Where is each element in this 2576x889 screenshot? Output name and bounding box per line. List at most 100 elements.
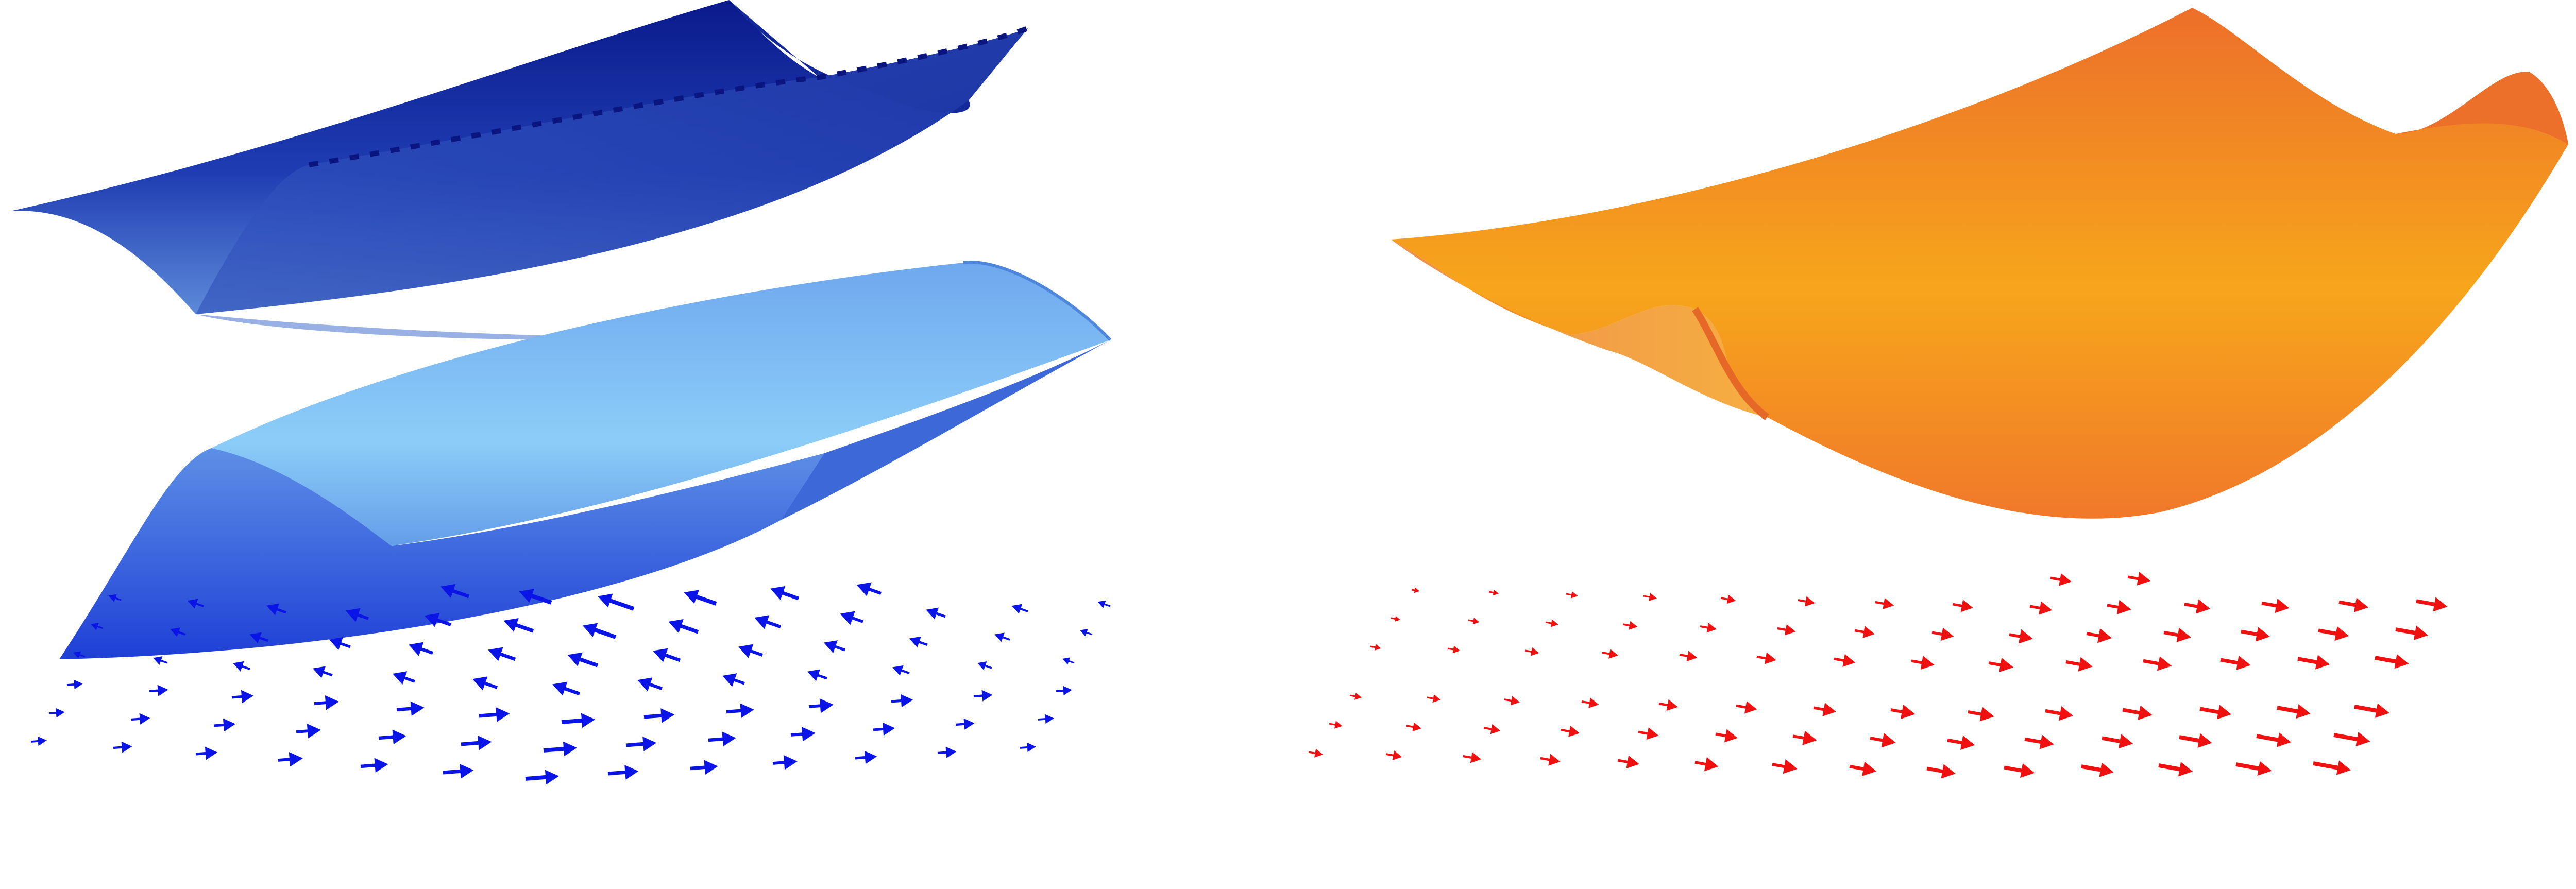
blue-arrow xyxy=(994,632,1010,642)
red-arrow xyxy=(2354,703,2389,718)
blue-arrow xyxy=(892,665,910,676)
blue-arrow xyxy=(378,729,406,745)
blue-arrow xyxy=(409,642,433,656)
red-arrow xyxy=(1468,618,1480,625)
blue-arrow xyxy=(488,647,516,661)
blue-arrow xyxy=(738,644,763,658)
red-arrow xyxy=(2081,762,2114,777)
blue-arrow xyxy=(823,640,845,653)
red-arrow xyxy=(1463,752,1481,763)
blue-arrow xyxy=(313,666,333,678)
blue-arrow xyxy=(598,593,635,611)
blue-arrow xyxy=(66,679,83,690)
red-arrow xyxy=(2122,705,2153,720)
blue-arrow xyxy=(1038,714,1054,724)
red-arrow xyxy=(1854,626,1875,638)
red-arrow xyxy=(2179,733,2212,748)
blue-arrow xyxy=(653,648,681,662)
red-arrow xyxy=(1890,704,1916,719)
blue-arrow xyxy=(170,627,186,637)
blue-arrow xyxy=(30,736,47,746)
red-arrow xyxy=(1391,616,1400,622)
red-arrow xyxy=(2318,626,2349,641)
blue-arrow xyxy=(567,652,599,668)
blue-arrow xyxy=(973,690,993,702)
blue-arrow xyxy=(153,656,168,665)
blue-arrow xyxy=(396,701,425,716)
red-arrow xyxy=(1875,597,1894,609)
red-arrow xyxy=(2024,734,2054,749)
red-arrow xyxy=(1602,649,1618,659)
red-arrow xyxy=(1411,587,1420,593)
red-arrow xyxy=(2050,573,2072,586)
red-arrow xyxy=(1931,627,1954,641)
left-panel xyxy=(10,0,1112,785)
red-arrow xyxy=(2277,704,2311,719)
blue-arrow xyxy=(131,713,150,725)
blue-arrow xyxy=(233,661,250,672)
blue-arrow xyxy=(461,736,492,750)
red-arrow xyxy=(1545,619,1558,627)
red-arrow xyxy=(1947,735,1975,750)
blue-arrow xyxy=(1080,629,1093,637)
red-arrow xyxy=(2235,761,2272,776)
blue-arrow xyxy=(195,746,218,760)
blue-arrow xyxy=(525,770,559,785)
red-arrow xyxy=(1308,748,1323,758)
red-arrow xyxy=(2338,597,2369,612)
red-arrow xyxy=(1777,624,1796,636)
blue-arrow xyxy=(479,707,510,722)
red-arrow xyxy=(2086,628,2112,643)
blue-arrow xyxy=(440,584,470,599)
red-arrow xyxy=(2241,627,2270,642)
red-arrow xyxy=(1504,696,1520,706)
blue-arrow xyxy=(891,694,913,708)
red-arrow xyxy=(2158,762,2193,777)
red-arrow xyxy=(1658,699,1678,711)
red-arrow xyxy=(1968,707,1994,722)
blue-vector-field xyxy=(30,582,1111,785)
blue-arrow xyxy=(503,618,534,633)
red-arrow xyxy=(1370,644,1381,651)
red-arrow xyxy=(2199,705,2232,720)
red-arrow xyxy=(2163,627,2191,642)
red-arrow xyxy=(1643,593,1657,601)
blue-arrow xyxy=(607,765,639,780)
red-arrow xyxy=(2102,734,2133,749)
blue-arrow xyxy=(937,746,957,758)
blue-arrow xyxy=(249,632,268,644)
blue-arrow xyxy=(561,713,595,728)
blue-arrow xyxy=(48,708,65,718)
red-arrow xyxy=(1561,726,1580,737)
red-arrow xyxy=(2313,760,2351,775)
blue-arrow xyxy=(790,726,816,742)
red-arrow xyxy=(1540,754,1561,766)
red-arrow xyxy=(2065,657,2093,672)
blue-arrow xyxy=(543,741,577,757)
blue-arrow xyxy=(726,703,754,719)
blue-arrow xyxy=(108,594,122,602)
blue-arrow xyxy=(1062,657,1075,665)
red-arrow xyxy=(1911,656,1935,670)
red-arrow xyxy=(2143,656,2172,671)
blue-arrow xyxy=(807,669,827,681)
blue-arrow xyxy=(808,698,834,713)
red-arrow xyxy=(1638,727,1659,740)
blue-arrow xyxy=(708,731,736,747)
blue-arrow xyxy=(873,722,895,736)
blue-arrow xyxy=(231,690,254,704)
blue-arrow xyxy=(278,751,303,767)
red-arrow xyxy=(2107,600,2131,614)
red-arrow xyxy=(2127,572,2151,586)
blue-arrow xyxy=(754,615,782,629)
red-arrow xyxy=(2220,655,2251,671)
red-arrow xyxy=(2333,732,2370,747)
red-vector-field xyxy=(1308,572,2448,779)
red-arrow xyxy=(2416,597,2448,612)
blue-arrow xyxy=(393,671,415,685)
red-arrow xyxy=(2045,706,2074,721)
red-arrow xyxy=(2004,763,2035,778)
red-arrow xyxy=(2261,598,2290,613)
blue-arrow xyxy=(187,599,204,609)
